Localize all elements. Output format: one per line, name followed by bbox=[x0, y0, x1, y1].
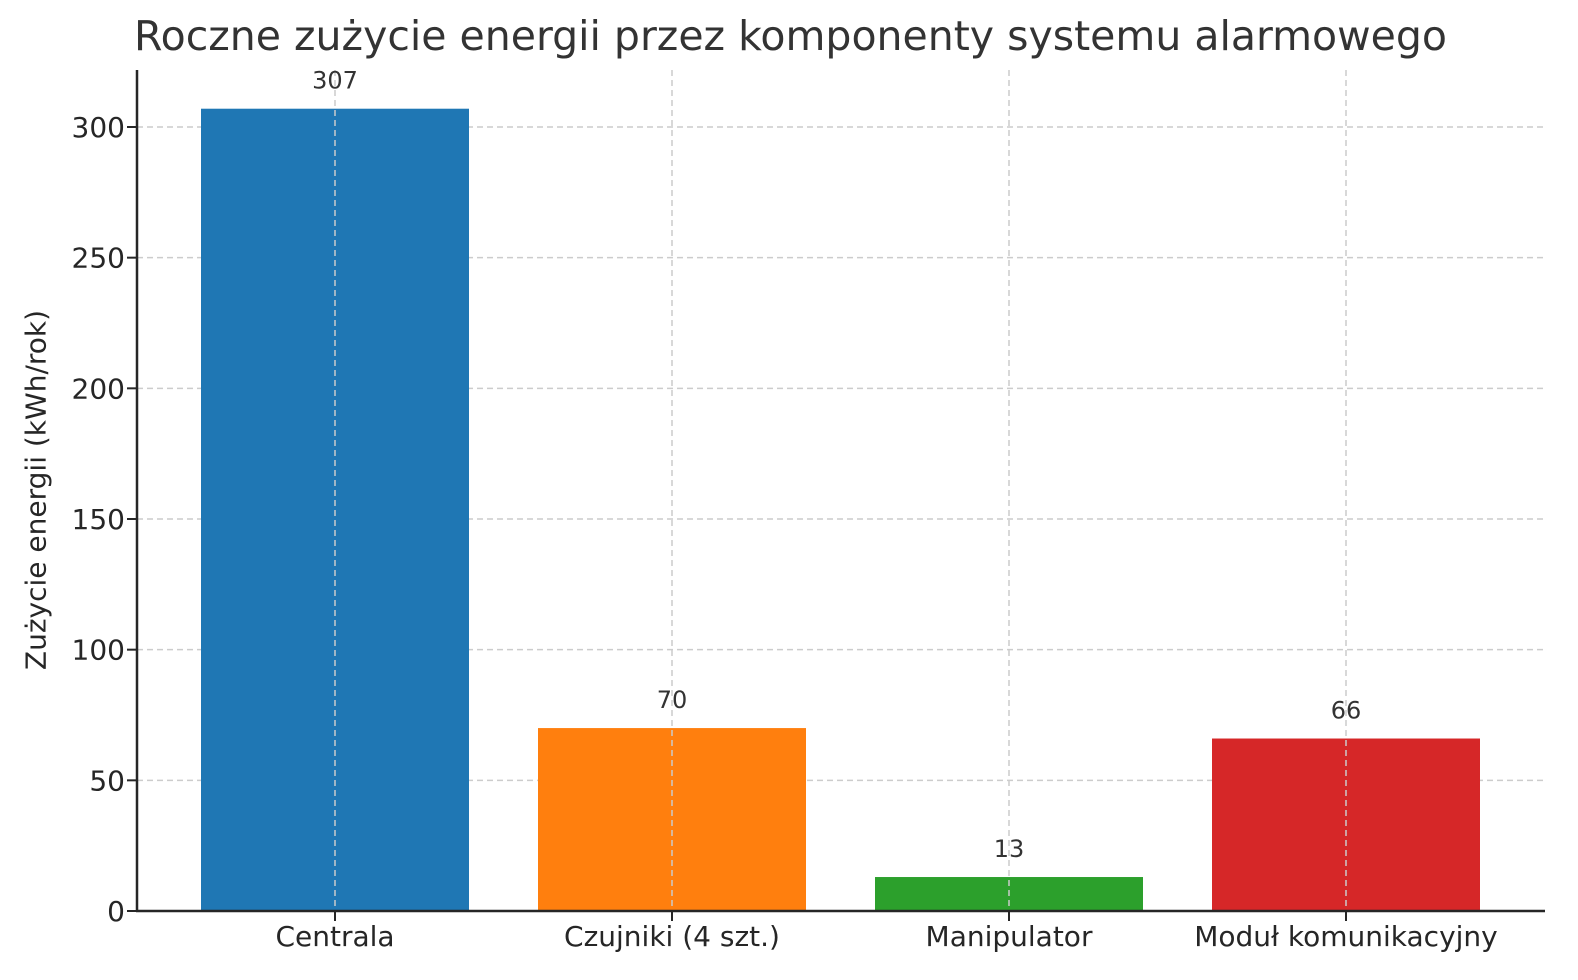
y-tick-label: 0 bbox=[107, 895, 125, 928]
vertical-gridlines bbox=[334, 70, 1347, 911]
y-tick-label: 200 bbox=[72, 372, 125, 405]
bars bbox=[201, 108, 1480, 911]
y-tick-label: 250 bbox=[72, 242, 125, 275]
bar-value-label: 70 bbox=[657, 686, 688, 714]
chart-title: Roczne zużycie energii przez komponenty … bbox=[134, 12, 1448, 60]
y-tick-label: 300 bbox=[72, 111, 125, 144]
y-tick-label: 100 bbox=[72, 634, 125, 667]
x-tick-label: Czujniki (4 szt.) bbox=[564, 920, 780, 953]
axes bbox=[135, 70, 1545, 913]
bar-value-label: 307 bbox=[312, 67, 358, 95]
bar-value-label: 13 bbox=[994, 835, 1025, 863]
bar-value-label: 66 bbox=[1331, 697, 1362, 725]
x-tick-label: Manipulator bbox=[926, 920, 1093, 953]
y-tick-label: 150 bbox=[72, 503, 125, 536]
y-tick-label: 50 bbox=[89, 764, 125, 797]
y-axis-ticks: 0 50 100 150 200 250 300 bbox=[72, 111, 137, 928]
x-tick-label: Moduł komunikacyjny bbox=[1194, 920, 1498, 953]
x-axis-ticks: Centrala Czujniki (4 szt.) Manipulator Modu… bbox=[275, 911, 1498, 953]
x-tick-label: Centrala bbox=[275, 920, 394, 953]
bar-value-labels: 307 70 13 66 bbox=[312, 67, 1361, 863]
